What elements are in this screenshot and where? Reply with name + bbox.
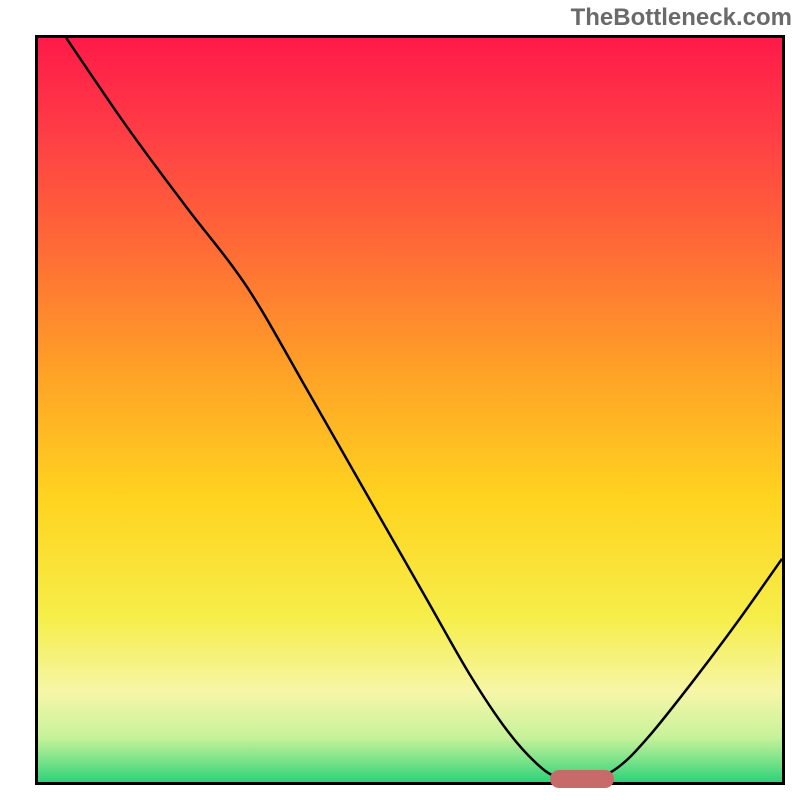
plot-area <box>35 35 785 785</box>
watermark-text: TheBottleneck.com <box>571 4 792 32</box>
curve-path <box>66 38 782 780</box>
optimal-marker <box>550 770 614 787</box>
chart-container: TheBottleneck.com <box>0 0 800 800</box>
bottleneck-curve <box>38 38 782 782</box>
